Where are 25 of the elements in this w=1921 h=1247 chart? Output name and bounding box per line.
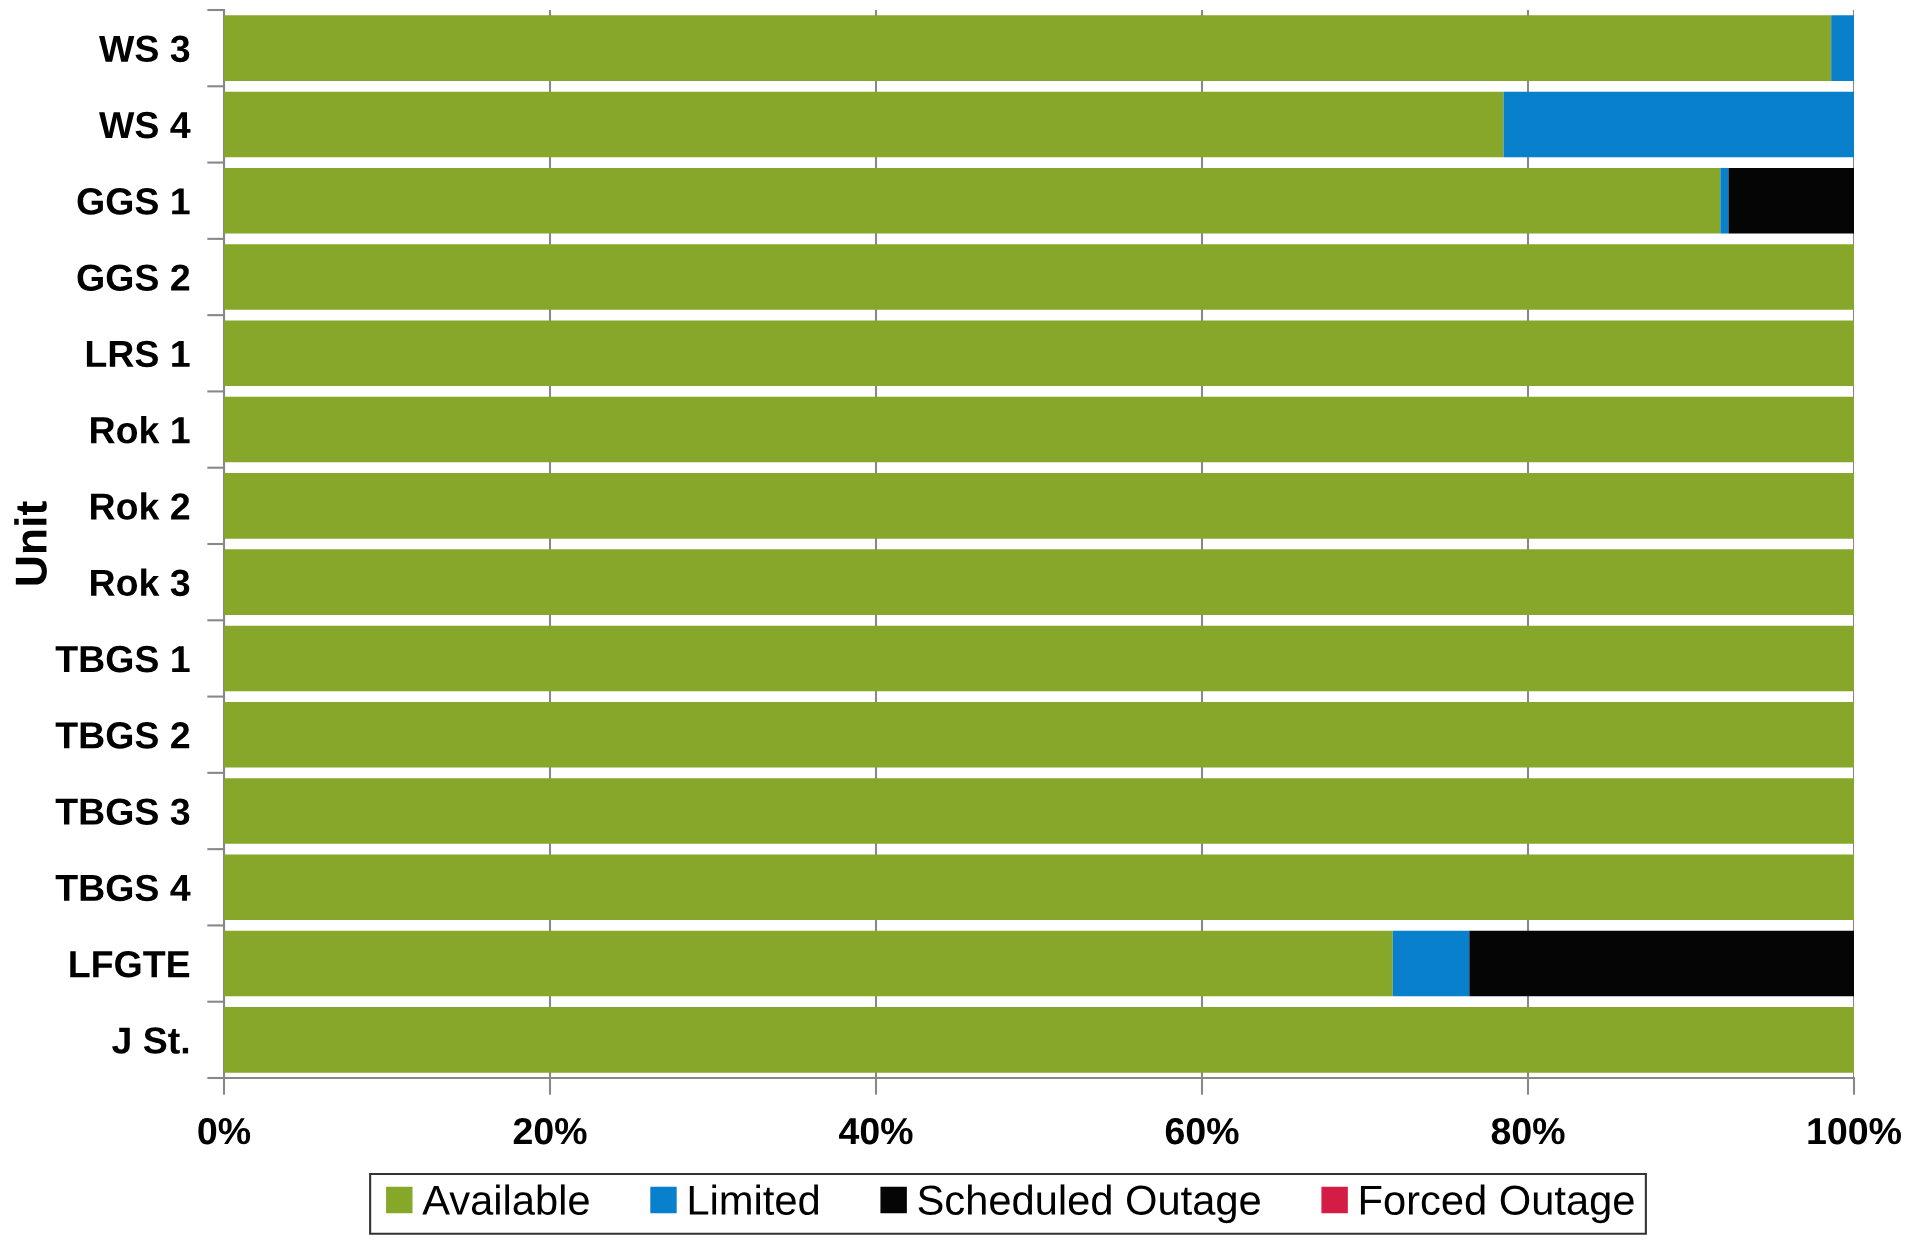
y-tick-label: TBGS 1 [55, 645, 190, 673]
y-tick-label: LRS 1 [86, 340, 190, 368]
y-tick-label: WS 3 [99, 35, 190, 63]
legend-label: Scheduled Outage [918, 1184, 1260, 1224]
x-tick-label: 0% [198, 1117, 251, 1145]
x-tick-label: 20% [513, 1117, 587, 1145]
legend-label: Forced Outage [1360, 1184, 1634, 1224]
y-tick-label: TBGS 4 [55, 874, 191, 902]
x-tick-label: 40% [839, 1117, 913, 1145]
legend-label: Limited [689, 1184, 819, 1216]
y-tick-label: Rok 2 [91, 492, 190, 520]
y-tick-label: TBGS 3 [55, 798, 190, 826]
y-tick-label: TBGS 2 [55, 722, 190, 749]
x-tick-label: 80% [1491, 1117, 1565, 1145]
y-tick-label: LFGTE [70, 950, 190, 978]
x-tick-label: 60% [1165, 1117, 1239, 1145]
y-tick-label: WS 4 [99, 111, 191, 139]
y-tick-label: J St. [112, 1027, 189, 1054]
y-tick-label: GGS 1 [77, 188, 190, 215]
legend-label: Available [422, 1184, 589, 1216]
y-tick-label: Rok 3 [91, 568, 190, 597]
x-tick-label: 100% [1808, 1117, 1901, 1145]
y-tick-label: GGS 2 [77, 264, 190, 291]
y-axis-title: Unit [14, 501, 47, 585]
y-tick-label: Rok 1 [91, 415, 190, 444]
